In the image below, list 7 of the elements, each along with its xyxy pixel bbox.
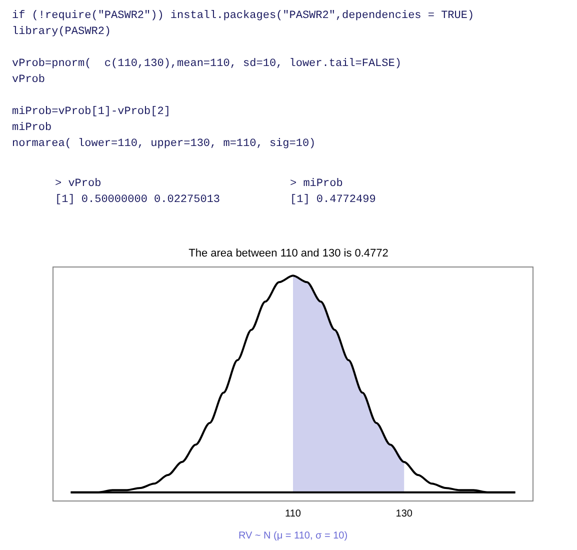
x-tick-label: 110	[285, 508, 302, 520]
chart-title: The area between 110 and 130 is 0.4772	[188, 248, 388, 260]
text: > miProb [1] 0.4772499	[290, 177, 376, 208]
text: > vProb [1] 0.50000000 0.02275013	[55, 177, 220, 208]
x-tick-label: 130	[396, 508, 413, 520]
x-axis-title: RV ~ N (μ = 110, σ = 10)	[238, 530, 348, 542]
text: if (!require("PASWR2")) install.packages("PASWR2",dependencies = TRUE) library(PASWR2) vProb=pnorm( c(110,130),mean=110, sd=10, lower.tail=FALSE) vProb miProb=vProb[1]-vProb[2] miProb normarea( lower=110, upper=130, m=110, sig=10)	[12, 10, 474, 150]
